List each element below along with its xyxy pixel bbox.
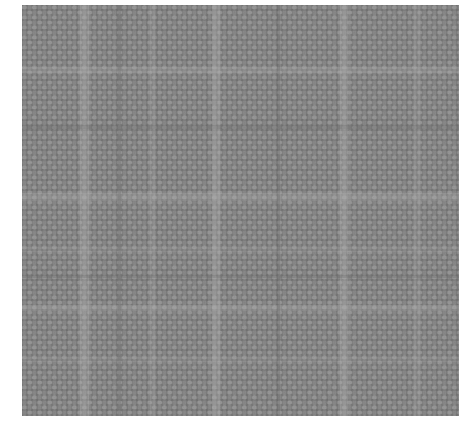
- woven-texture-graphic: [22, 5, 459, 416]
- woven-texture-photo: [22, 5, 459, 416]
